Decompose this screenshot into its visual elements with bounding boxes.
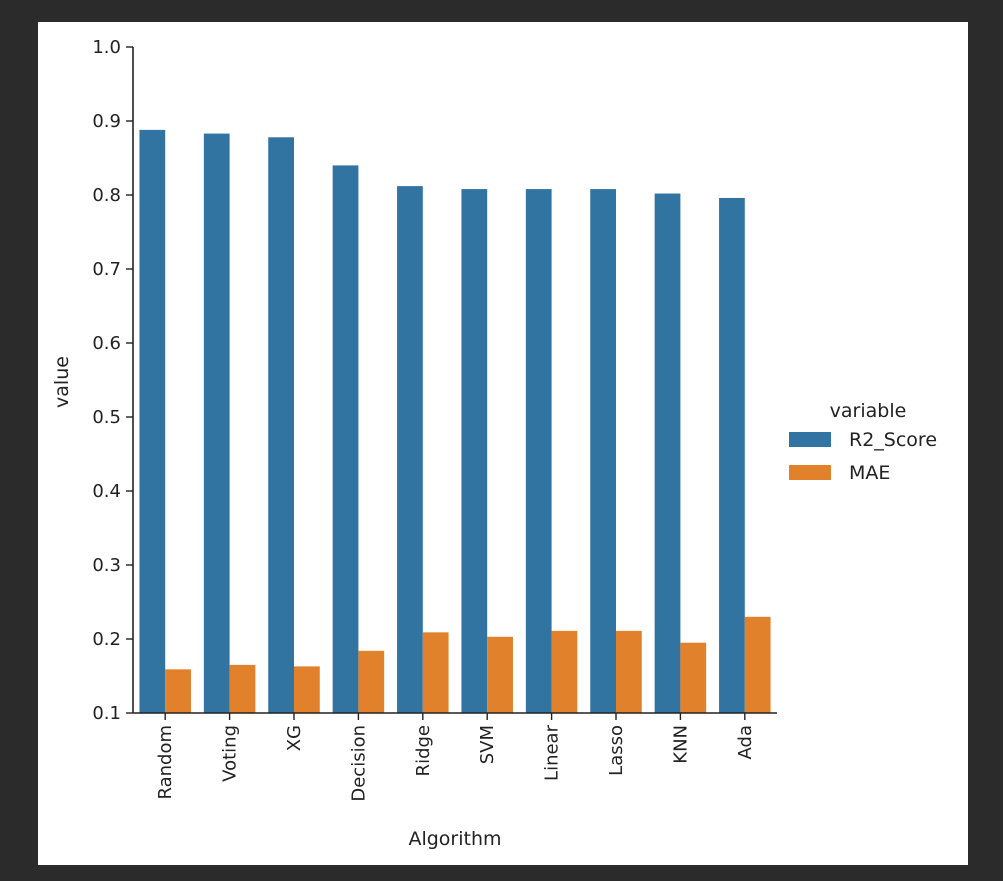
x-tick-label: Lasso [606,725,627,776]
bar-mae-decision [358,650,385,713]
bar-mae-xg [294,666,320,713]
x-tick-label: KNN [670,725,691,764]
bar-r2-score-voting [203,133,230,713]
bar-mae-knn [680,642,707,713]
bar-mae-random [165,669,191,713]
x-tick-label: Ridge [413,725,434,776]
x-tick-label: SVM [477,725,498,764]
y-axis-label: value [51,356,73,408]
y-tick-label: 0.1 [92,703,121,724]
y-tick-label: 0.9 [92,111,121,132]
bar-mae-ridge [422,632,449,713]
bar-chart: 0.1 0.2 0.3 0.4 0.5 0.6 0.7 0.8 0.9 1.0 Random Vot… [51,37,937,850]
legend-label: MAE [849,462,890,484]
y-tick-label: 0.3 [92,555,121,576]
bar-mae-ada [744,616,771,713]
x-tick-label: Decision [348,725,369,802]
legend-swatch-mae [789,465,831,480]
y-tick-label: 0.6 [92,333,121,354]
y-tick-label: 0.7 [92,259,121,280]
legend-label: R2_Score [849,429,937,451]
bar-mae-linear [551,630,578,713]
legend: variable R2_Score MAE [789,400,937,484]
bar-r2-score-ridge [397,186,423,713]
bar-r2-score-ada [719,197,745,713]
chart-figure: 0.1 0.2 0.3 0.4 0.5 0.6 0.7 0.8 0.9 1.0 Random Vot… [38,22,968,865]
bar-mae-voting [229,664,256,713]
x-axis-label: Algorithm [408,828,501,850]
y-tick-label: 0.2 [92,629,121,650]
x-tick-label: XG [284,725,305,751]
bar-mae-lasso [616,630,642,713]
x-tick-label: Ada [735,725,756,759]
bar-mae-svm [487,636,513,713]
x-tick-label: Random [155,725,176,800]
bar-r2-score-random [139,129,166,713]
bar-r2-score-decision [332,165,359,713]
bar-r2-score-knn [654,193,681,713]
x-tick-label: Voting [220,725,241,782]
y-tick-label: 0.5 [92,407,121,428]
bar-r2-score-svm [461,189,488,713]
bar-r2-score-xg [268,137,294,713]
y-tick-label: 0.4 [92,481,121,502]
legend-title: variable [830,400,907,422]
legend-swatch-r2-score [789,432,831,447]
bar-r2-score-lasso [590,189,616,713]
x-tick-label: Linear [542,724,563,781]
y-tick-label: 1.0 [92,37,121,58]
bar-r2-score-linear [525,189,552,713]
y-tick-label: 0.8 [92,185,121,206]
